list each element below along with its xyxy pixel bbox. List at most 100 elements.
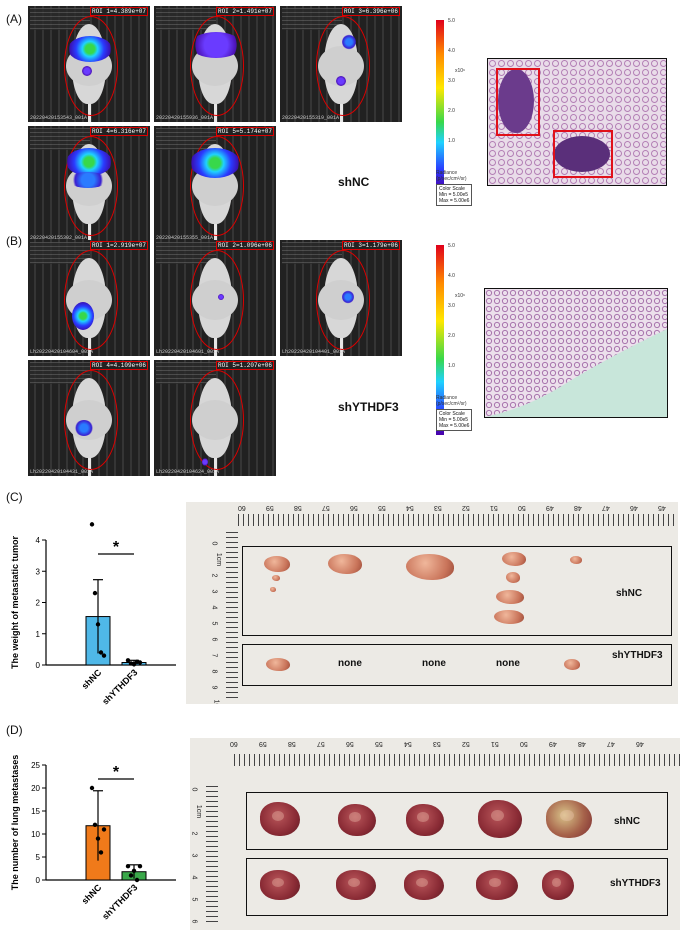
colorbar-tick-label: 5.0	[448, 243, 455, 249]
ruler-number: 1cm	[195, 804, 203, 819]
colorbar-units: Radiance (p/sec/cm²/sr)	[436, 170, 467, 182]
vertical-ruler	[226, 532, 238, 700]
ruler-number: 0	[190, 787, 198, 792]
roi-readout: ROI 1=2.919e+07	[89, 241, 148, 250]
ruler-number: 53	[433, 740, 441, 747]
he-tissue-texture	[485, 289, 667, 417]
y-tick-label: 25	[31, 761, 40, 770]
row-label-shythdf3: shYTHDF3	[610, 878, 661, 889]
ivis-mouse-image: ROI 3=6.396e+06 20220420155319_001A	[280, 6, 402, 122]
data-point	[95, 836, 101, 841]
panel-a-group-label: shNC	[338, 175, 370, 189]
luminescence-signal	[68, 172, 108, 188]
image-id: Lh20220420104601_001A	[156, 349, 220, 355]
data-point	[89, 522, 95, 527]
lung	[404, 870, 444, 900]
tumor	[502, 552, 526, 566]
roi-box	[496, 68, 540, 136]
panel-b-group-label: shYTHDF3	[338, 400, 399, 414]
ruler-number: 59	[259, 740, 267, 747]
y-tick-label: 5	[36, 853, 41, 862]
luminescence-signal	[68, 36, 112, 62]
y-tick-label: 15	[31, 807, 40, 816]
ruler-number: 7	[210, 653, 218, 658]
ivis-mouse-image: ROI 2=1.096e+06 Lh20220420104601_001A	[154, 240, 276, 356]
luminescence-signal	[82, 66, 92, 76]
y-tick-label: 1	[36, 630, 41, 639]
colorbar-scale: Color Scale Min = 5.00e5 Max = 5.00e6	[436, 409, 473, 431]
tumor	[266, 658, 290, 671]
shnc-row-box	[242, 546, 672, 636]
colorbar-tick-label: 1.0	[448, 138, 455, 144]
colorbar-scale: Color Scale Min = 5.00e5 Max = 5.00e6	[436, 184, 473, 206]
roi-readout: ROI 5=5.174e+07	[215, 127, 274, 136]
lung	[476, 870, 518, 900]
ivis-mouse-image: ROI 4=4.109e+06 Lh20220420104431_001A	[28, 360, 150, 476]
roi-readout: ROI 5=1.207e+06	[215, 361, 274, 370]
ruler-number: 55	[375, 740, 383, 747]
panel-b-histology-image	[484, 288, 668, 418]
category-label: shNC	[80, 667, 104, 691]
ruler-number: 45	[658, 504, 666, 511]
ivis-mouse-image: ROI 4=6.316e+07 20220420155302_001A	[28, 126, 150, 242]
panel-c-label: (C)	[6, 490, 23, 504]
ruler-number: 56	[350, 504, 358, 511]
tumor	[564, 659, 580, 670]
vertical-ruler	[206, 786, 218, 926]
data-point	[101, 653, 107, 658]
tumor	[506, 572, 520, 583]
ruler-number: 51	[491, 740, 499, 747]
ruler-number: 6	[190, 919, 198, 924]
ruler-number: 50	[518, 504, 526, 511]
tumor	[570, 556, 582, 564]
ruler-number: 52	[462, 740, 470, 747]
y-tick-label: 10	[31, 830, 40, 839]
lung	[260, 802, 300, 836]
panel-b-colorbar	[436, 245, 444, 435]
colorbar-tick-label: 3.0	[448, 78, 455, 84]
ruler-number: 49	[549, 740, 557, 747]
panel-a-label: (A)	[6, 12, 22, 26]
y-axis-label: The number of lung metastases	[10, 755, 20, 891]
ivis-mouse-image: ROI 5=1.207e+06 Lh20220420104624_001A	[154, 360, 276, 476]
luminescence-signal	[336, 76, 346, 86]
roi-readout: ROI 1=4.389e+07	[89, 7, 148, 16]
row-label-shnc: shNC	[614, 816, 641, 827]
colorbar-tick-label: 1.0	[448, 363, 455, 369]
ruler-number: 54	[406, 504, 414, 511]
shnc-row-box	[246, 792, 668, 850]
colorbar-tick-label: 3.0	[448, 303, 455, 309]
tumor	[270, 587, 276, 592]
colorbar-tick-label: 5.0	[448, 18, 455, 24]
image-id: Lh20220420104431_001A	[30, 469, 94, 475]
y-axis-label: The weight of metastatic tumor	[10, 535, 20, 669]
ruler-number: 60	[238, 504, 246, 511]
panel-d-lung-photo: 60 59 58 57 56 55 54 53 52 51 50 49 48 47 46 0 1cm 2 3 4 5 6…	[190, 738, 680, 930]
data-point	[125, 864, 131, 869]
ruler-number: 46	[636, 740, 644, 747]
y-tick-label: 4	[36, 536, 41, 545]
tumor	[494, 610, 524, 624]
data-point	[98, 850, 104, 855]
ivis-mouse-image: ROI 1=4.389e+07 20220420153543_001A	[28, 6, 150, 122]
ruler-number: 55	[378, 504, 386, 511]
ruler-number: 58	[294, 504, 302, 511]
ruler-number: 5	[210, 621, 218, 626]
roi-readout: ROI 2=1.096e+06	[215, 241, 274, 250]
tumor	[406, 554, 454, 580]
lung	[338, 804, 376, 836]
roi-readout: ROI 2=1.491e+07	[215, 7, 274, 16]
image-id: Lh20220420104401_001A	[282, 349, 346, 355]
tumor	[264, 556, 290, 572]
ruler-number: 46	[630, 504, 638, 511]
ruler-number: 47	[607, 740, 615, 747]
ruler-number: 48	[574, 504, 582, 511]
lung	[260, 870, 300, 900]
data-point	[98, 650, 104, 655]
image-id: 20220420155936_001A	[156, 115, 214, 121]
panel-c-bar-chart: The weight of metastatic tumor 0 1 2 3 4 shNCs…	[10, 522, 176, 705]
data-point	[92, 822, 98, 827]
ruler-number: 48	[578, 740, 586, 747]
ruler-number: 8	[210, 669, 218, 674]
panel-c-tumor-photo: 60 59 58 57 56 55 54 53 52 51 50 49 48 47 46 45 0 1cm 2 3 4…	[186, 502, 678, 704]
